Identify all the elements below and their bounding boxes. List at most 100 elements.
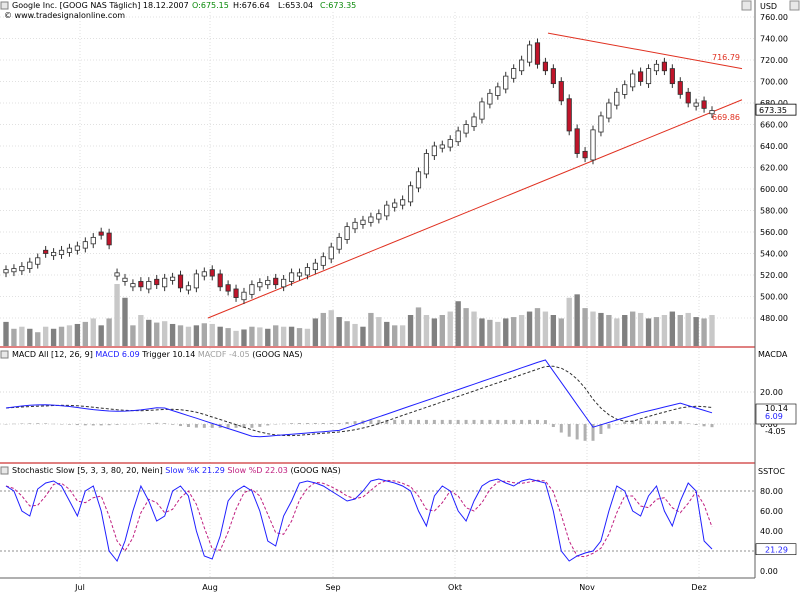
watermark-text: © www.tradesignalonline.com: [4, 11, 125, 20]
stoch-tick-label: 40.00: [760, 527, 783, 536]
candle-body: [304, 267, 311, 276]
macd-histogram-bar: [686, 423, 690, 424]
macd-axis-label: MACDA: [758, 350, 788, 359]
macd-histogram-bar: [131, 423, 135, 425]
candle-body: [471, 116, 477, 128]
macd-histogram-bar: [60, 424, 64, 425]
macd-histogram-bar: [535, 419, 539, 424]
volume-bar: [574, 294, 580, 346]
macd-histogram-bar: [36, 423, 40, 424]
macd-histogram-bar: [464, 419, 468, 424]
macd-histogram-bar: [631, 420, 635, 424]
macd-tick-label: 0.00: [760, 420, 778, 429]
macd-histogram-bar: [639, 420, 643, 424]
support-trendline: [207, 99, 743, 319]
macd-histogram-bar: [179, 424, 183, 427]
candle-body: [653, 63, 660, 72]
volume-bar: [3, 321, 9, 346]
candle-body: [146, 281, 152, 290]
candle-body: [320, 256, 326, 266]
stoch-menu-icon: [0, 466, 9, 475]
macd-histogram-bar: [305, 423, 309, 424]
candle-body: [273, 277, 279, 286]
stoch-tick-label: 0.00: [760, 567, 778, 576]
candle-body: [558, 81, 564, 102]
macd-histogram-bar: [353, 421, 357, 424]
volume-bar: [130, 325, 136, 346]
price-tick-label: 520.00: [760, 271, 788, 280]
volume-bar: [193, 325, 200, 346]
candle-body: [233, 288, 239, 298]
volume-bar: [233, 330, 239, 346]
candle-body: [106, 232, 112, 246]
currency-label: USD: [760, 2, 777, 11]
volume-bar: [169, 323, 176, 346]
macd-histogram-bar: [647, 420, 651, 424]
stoch-d-line: [5, 479, 713, 558]
volume-bar: [90, 318, 96, 346]
volume-bar: [590, 311, 596, 346]
stoch-axis-label: SSTOC: [758, 467, 785, 476]
volume-bar: [106, 318, 112, 346]
candle-body: [201, 271, 207, 277]
macd-histogram-bar: [416, 419, 420, 424]
volume-bar: [138, 315, 144, 346]
volume-bar: [495, 321, 501, 346]
volume-bar: [98, 325, 104, 346]
candle-body: [138, 281, 144, 288]
macd-histogram-bar: [472, 419, 476, 424]
volume-bar: [439, 315, 445, 346]
candle-body: [463, 124, 469, 134]
header-menu-icon: [0, 1, 9, 10]
last-price-label: 673.35: [759, 106, 787, 115]
macd-histogram-bar: [329, 423, 333, 424]
candle-body: [27, 261, 33, 269]
volume-bar: [645, 318, 652, 346]
candle-body: [249, 284, 255, 295]
macd-histogram-bar: [543, 420, 547, 424]
macd-histogram-bar: [702, 424, 706, 427]
macd-histogram-bar: [512, 419, 516, 424]
volume-bar: [637, 312, 644, 346]
candle-body: [407, 185, 414, 203]
macd-histogram-bar: [385, 419, 389, 424]
volume-bar: [185, 326, 192, 346]
macd-histogram-bar: [282, 423, 286, 425]
volume-bar: [471, 311, 477, 346]
volume-bar: [35, 332, 41, 346]
x-tick-label: Aug: [202, 583, 218, 592]
volume-bar: [201, 323, 207, 346]
candle-body: [368, 216, 374, 223]
candle-body: [328, 246, 334, 260]
candle-body: [257, 282, 263, 288]
macd-histogram-bar: [44, 423, 48, 424]
volume-bar: [336, 317, 342, 346]
volume-bar: [146, 319, 152, 346]
macd-histogram-bar: [528, 419, 532, 424]
price-tick-label: 740.00: [760, 35, 788, 44]
candle-body: [384, 204, 390, 217]
candle-body: [526, 44, 533, 63]
candle-body: [225, 284, 231, 292]
volume-bar: [392, 325, 398, 346]
macd-histogram-bar: [623, 421, 627, 424]
volume-bar: [677, 315, 683, 346]
volume-bar: [328, 310, 334, 346]
macd-histogram-bar: [75, 424, 79, 426]
candle-body: [661, 61, 667, 72]
candle-body: [170, 276, 176, 281]
volume-bar: [344, 321, 350, 346]
volume-bar: [582, 308, 588, 346]
candle-body: [423, 153, 430, 175]
macd-histogram-bar: [91, 424, 95, 426]
volume-bar: [241, 329, 247, 346]
macd-histogram-bar: [480, 419, 484, 424]
volume-bar: [566, 297, 572, 346]
volume-bar: [376, 317, 382, 346]
macd-histogram-bar: [12, 423, 16, 425]
price-tick-label: 680.00: [760, 99, 788, 108]
macd-histogram-bar: [258, 424, 262, 427]
macd-menu-icon: [0, 350, 9, 359]
macd-histogram-bar: [202, 424, 206, 428]
candle-body: [43, 249, 49, 254]
